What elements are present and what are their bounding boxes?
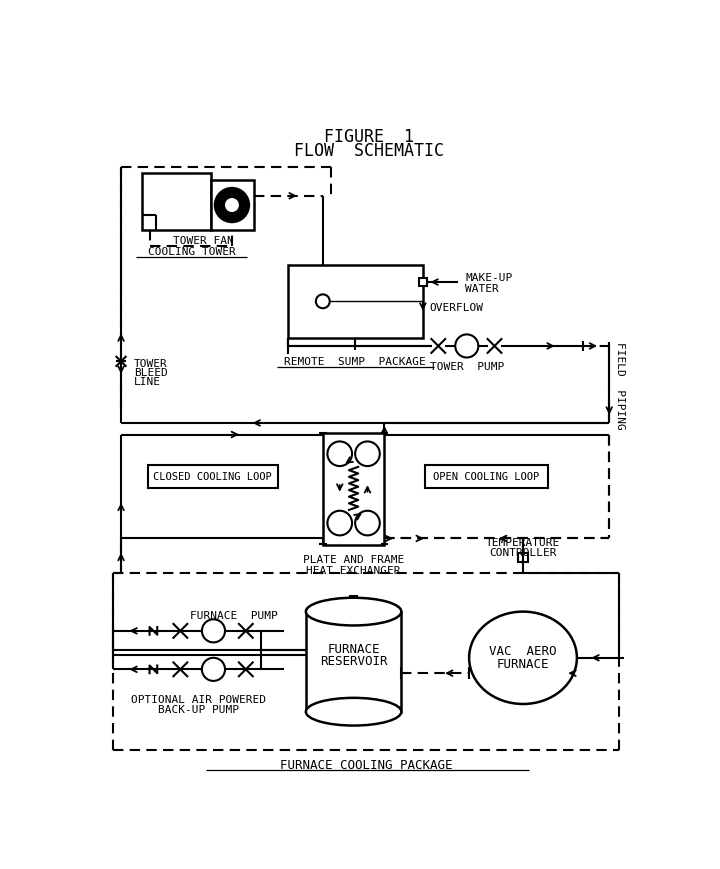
Circle shape bbox=[328, 511, 352, 536]
Text: FIGURE  1: FIGURE 1 bbox=[324, 128, 414, 146]
Text: BLEED: BLEED bbox=[134, 368, 168, 378]
Text: FURNACE: FURNACE bbox=[497, 658, 549, 671]
Bar bbox=[323, 434, 384, 545]
Circle shape bbox=[224, 198, 240, 214]
Bar bbox=[211, 182, 253, 231]
Text: HEAT EXCHANGER: HEAT EXCHANGER bbox=[306, 566, 401, 575]
Text: FURNACE COOLING PACKAGE: FURNACE COOLING PACKAGE bbox=[279, 758, 452, 771]
Text: WATER: WATER bbox=[465, 284, 499, 294]
Text: FIELD  PIPING: FIELD PIPING bbox=[615, 342, 625, 428]
Text: TOWER: TOWER bbox=[134, 359, 168, 368]
Circle shape bbox=[316, 295, 330, 308]
Bar bbox=[350, 596, 357, 604]
Text: TEMPERATURE: TEMPERATURE bbox=[486, 538, 560, 547]
Text: PLATE AND FRAME: PLATE AND FRAME bbox=[303, 554, 404, 565]
Text: REMOTE  SUMP  PACKAGE: REMOTE SUMP PACKAGE bbox=[284, 357, 426, 367]
Text: BACK-UP PUMP: BACK-UP PUMP bbox=[158, 705, 238, 714]
Circle shape bbox=[202, 620, 225, 643]
Text: RESERVOIR: RESERVOIR bbox=[320, 654, 387, 667]
Text: CLOSED COOLING LOOP: CLOSED COOLING LOOP bbox=[153, 472, 272, 481]
Text: FLOW  SCHEMATIC: FLOW SCHEMATIC bbox=[294, 142, 444, 159]
Text: TOWER FAN: TOWER FAN bbox=[173, 236, 234, 246]
Text: FURNACE: FURNACE bbox=[328, 642, 380, 655]
Bar bbox=[142, 174, 211, 231]
Ellipse shape bbox=[306, 698, 401, 726]
Circle shape bbox=[328, 442, 352, 467]
FancyBboxPatch shape bbox=[426, 466, 548, 488]
Text: OVERFLOW: OVERFLOW bbox=[429, 303, 483, 313]
Circle shape bbox=[355, 511, 379, 536]
Text: MAKE-UP: MAKE-UP bbox=[465, 273, 513, 283]
Bar bbox=[419, 279, 427, 287]
Circle shape bbox=[455, 335, 478, 358]
Text: TOWER  PUMP: TOWER PUMP bbox=[430, 362, 504, 372]
Ellipse shape bbox=[306, 598, 401, 626]
Bar bbox=[306, 612, 401, 712]
Circle shape bbox=[355, 442, 379, 467]
Text: COOLING TOWER: COOLING TOWER bbox=[148, 247, 235, 257]
Circle shape bbox=[202, 658, 225, 681]
Bar bbox=[518, 554, 528, 562]
Bar bbox=[288, 266, 423, 339]
Text: VAC  AERO: VAC AERO bbox=[490, 644, 557, 657]
Text: FURNACE  PUMP: FURNACE PUMP bbox=[190, 611, 278, 620]
Ellipse shape bbox=[469, 612, 577, 704]
Text: LINE: LINE bbox=[134, 377, 161, 387]
FancyBboxPatch shape bbox=[148, 466, 278, 488]
Text: OPEN COOLING LOOP: OPEN COOLING LOOP bbox=[433, 472, 539, 481]
Text: OPTIONAL AIR POWERED: OPTIONAL AIR POWERED bbox=[130, 693, 266, 704]
Circle shape bbox=[215, 189, 249, 222]
Text: CONTROLLER: CONTROLLER bbox=[490, 547, 557, 557]
